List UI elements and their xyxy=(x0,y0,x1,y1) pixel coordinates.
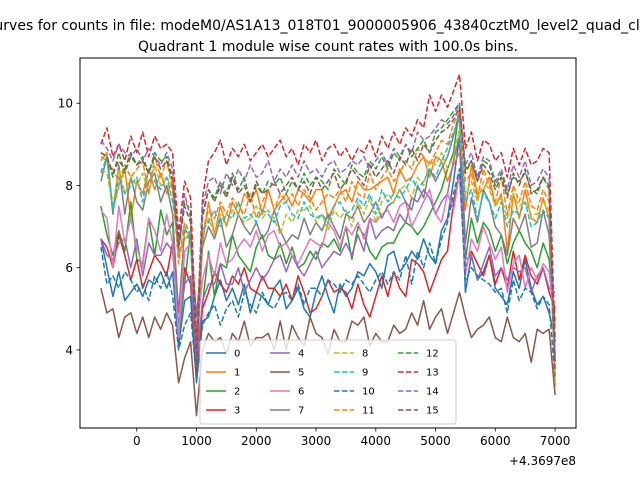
series-line-15 xyxy=(100,106,556,371)
series-line-11 xyxy=(100,110,556,375)
legend-label-5: 5 xyxy=(298,368,304,379)
y-tick-label: 8 xyxy=(65,179,73,193)
y-tick-label: 6 xyxy=(65,261,73,275)
x-tick-label: 3000 xyxy=(301,434,332,448)
series-line-0 xyxy=(100,135,556,384)
legend-label-6: 6 xyxy=(298,387,304,398)
chart-title: Quadrant 1 module wise count rates with … xyxy=(138,39,518,55)
legend-label-11: 11 xyxy=(362,406,375,417)
plot-area xyxy=(100,73,556,417)
legend-label-8: 8 xyxy=(362,349,368,360)
y-tick-label: 4 xyxy=(65,343,73,357)
series-line-14 xyxy=(100,102,556,363)
x-tick-label: 4000 xyxy=(361,434,392,448)
legend-label-3: 3 xyxy=(234,406,240,417)
legend-label-0: 0 xyxy=(234,349,240,360)
legend-label-14: 14 xyxy=(426,387,439,398)
legend-label-13: 13 xyxy=(426,368,439,379)
y-tick-label: 10 xyxy=(58,97,73,111)
x-tick-label: 2000 xyxy=(241,434,272,448)
x-tick-label: 6000 xyxy=(480,434,511,448)
x-tick-label: 5000 xyxy=(420,434,451,448)
legend-label-2: 2 xyxy=(234,387,240,398)
legend-box xyxy=(199,339,457,425)
axes-frame xyxy=(79,57,577,429)
legend-label-15: 15 xyxy=(426,406,439,417)
series-line-10 xyxy=(100,168,556,380)
series-line-13 xyxy=(100,73,556,347)
x-offset-label: +4.3697e8 xyxy=(509,454,576,468)
legend-label-1: 1 xyxy=(234,368,240,379)
x-tick-label: 0 xyxy=(133,434,141,448)
figure-suptitle: Light curves for counts in file: modeM0/… xyxy=(0,18,640,34)
series-line-9 xyxy=(100,118,556,375)
x-tick-label: 7000 xyxy=(540,434,571,448)
legend-label-10: 10 xyxy=(362,387,375,398)
legend-label-7: 7 xyxy=(298,406,304,417)
series-line-12 xyxy=(100,102,556,363)
legend-label-12: 12 xyxy=(426,349,439,360)
legend-label-9: 9 xyxy=(362,368,368,379)
x-tick-label: 1000 xyxy=(181,434,212,448)
legend-label-4: 4 xyxy=(298,349,304,360)
